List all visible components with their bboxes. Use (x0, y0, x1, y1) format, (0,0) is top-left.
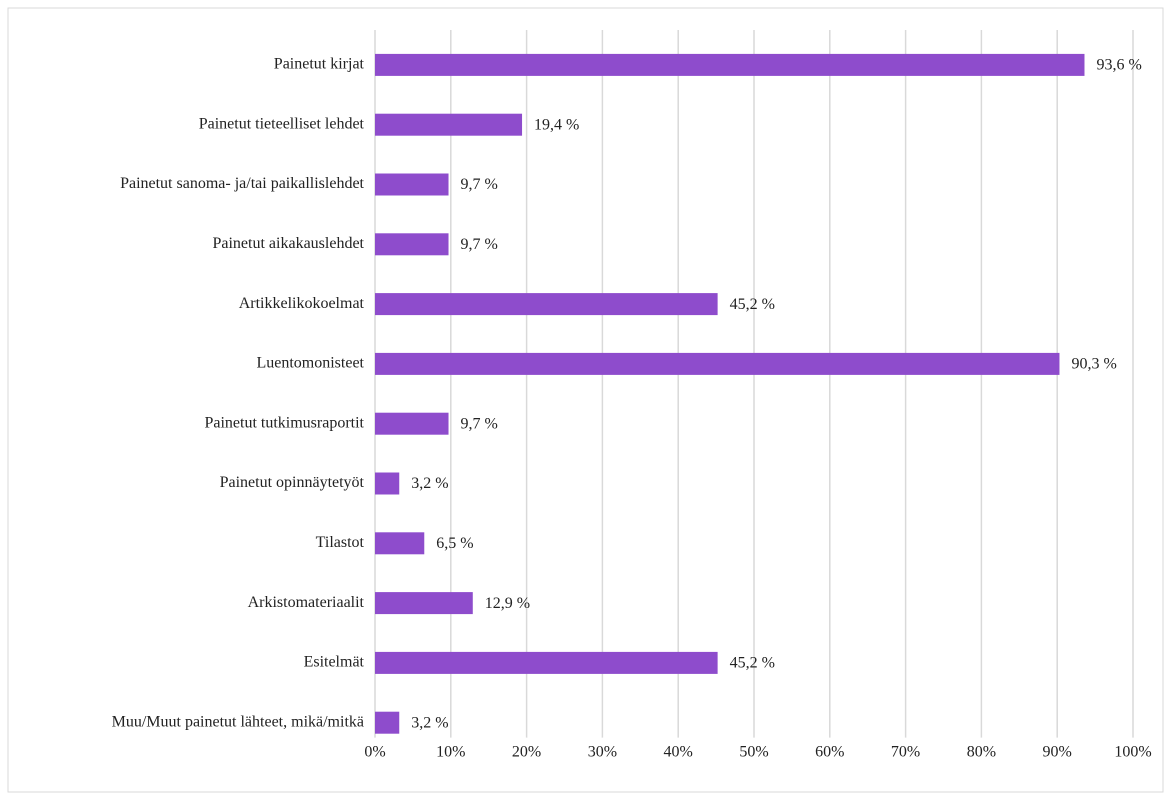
bar (375, 412, 449, 435)
y-tick-label: Muu/Muut painetut lähteet, mikä/mitkä (112, 713, 364, 730)
y-tick-label: Painetut opinnäytetyöt (220, 474, 365, 491)
value-label: 90,3 % (1071, 356, 1116, 373)
value-label: 3,2 % (411, 714, 448, 731)
value-label: 6,5 % (436, 535, 473, 552)
value-label: 12,9 % (485, 595, 530, 612)
x-tick-label: 10% (436, 743, 465, 760)
x-tick-label: 70% (891, 743, 920, 760)
y-tick-label: Painetut kirjat (274, 56, 365, 73)
x-tick-label: 40% (664, 743, 693, 760)
bar (375, 53, 1085, 76)
x-tick-label: 20% (512, 743, 541, 760)
value-label: 9,7 % (461, 415, 498, 432)
bar (375, 173, 449, 196)
y-tick-label: Painetut tutkimusraportit (204, 414, 364, 431)
bar (375, 592, 473, 615)
x-tick-label: 0% (364, 743, 385, 760)
bar (375, 113, 523, 136)
x-tick-label: 80% (967, 743, 996, 760)
y-tick-label: Esitelmät (304, 654, 365, 671)
value-label: 3,2 % (411, 475, 448, 492)
value-label: 45,2 % (730, 655, 775, 672)
value-label: 9,7 % (461, 176, 498, 193)
bar (375, 472, 400, 495)
x-tick-label: 90% (1043, 743, 1072, 760)
value-label: 45,2 % (730, 296, 775, 313)
chart-frame (7, 7, 1164, 793)
value-label: 19,4 % (534, 116, 579, 133)
bar (375, 711, 400, 734)
y-tick-label: Tilastot (316, 534, 365, 551)
bar (375, 532, 425, 555)
bar (375, 651, 718, 674)
bar (375, 293, 718, 316)
y-tick-label: Artikkelikokoelmat (239, 295, 365, 312)
bar (375, 352, 1060, 375)
x-tick-label: 30% (588, 743, 617, 760)
y-tick-label: Painetut sanoma- ja/tai paikallislehdet (120, 175, 364, 192)
x-tick-label: 60% (815, 743, 844, 760)
y-tick-label: Painetut aikakauslehdet (212, 235, 364, 252)
value-label: 9,7 % (461, 236, 498, 253)
x-tick-label: 100% (1114, 743, 1151, 760)
bar (375, 233, 449, 256)
y-tick-label: Arkistomateriaalit (248, 594, 365, 611)
value-label: 93,6 % (1096, 57, 1141, 74)
x-tick-label: 50% (739, 743, 768, 760)
y-tick-label: Luentomonisteet (256, 355, 364, 372)
y-tick-label: Painetut tieteelliset lehdet (199, 115, 365, 132)
